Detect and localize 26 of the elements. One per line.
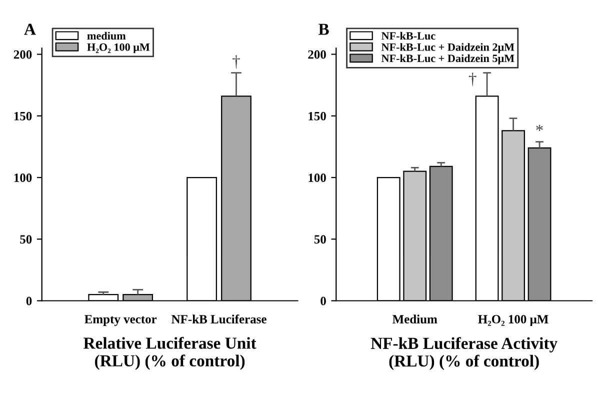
legend-label: NF-kB-Luc + Daidzein 5μM (381, 54, 514, 64)
legend-label: NF-kB-Luc (381, 32, 436, 40)
y-tick-label: 50 (20, 235, 32, 244)
y-tick-label: 150 (14, 112, 32, 120)
x-axis-title: Relative Luciferase Unit (RLU) (% of control) (84, 336, 256, 370)
x-tick-label: Medium (392, 314, 438, 324)
legend-label: H₂O₂ 100 μM (87, 43, 150, 54)
legend-label: NF-kB-Luc + Daidzein 2μM (381, 43, 514, 54)
chart-title: B (318, 24, 329, 35)
y-tick-label: 0 (320, 296, 326, 306)
y-tick-label: 100 (14, 174, 32, 182)
y-tick-label: 200 (14, 50, 32, 59)
x-tick-label: Empty vector (84, 315, 157, 326)
y-tick-label: 150 (308, 112, 326, 120)
annotation: † (468, 72, 476, 86)
y-tick-label: 0 (26, 296, 32, 306)
y-tick-label: 100 (308, 174, 326, 182)
legend-label: medium (87, 32, 126, 40)
annotation: † (232, 55, 240, 69)
annotation: * (536, 124, 543, 131)
x-tick-label: H₂O₂ 100 μM (478, 315, 548, 326)
y-tick-label: 200 (308, 50, 326, 59)
x-tick-label: NF-kB Luciferase (172, 314, 266, 324)
y-tick-label: 50 (314, 235, 326, 244)
chart-title: A (24, 24, 36, 35)
x-axis-title: NF-kB Luciferase Activity (RLU) (% of control) (370, 337, 558, 370)
